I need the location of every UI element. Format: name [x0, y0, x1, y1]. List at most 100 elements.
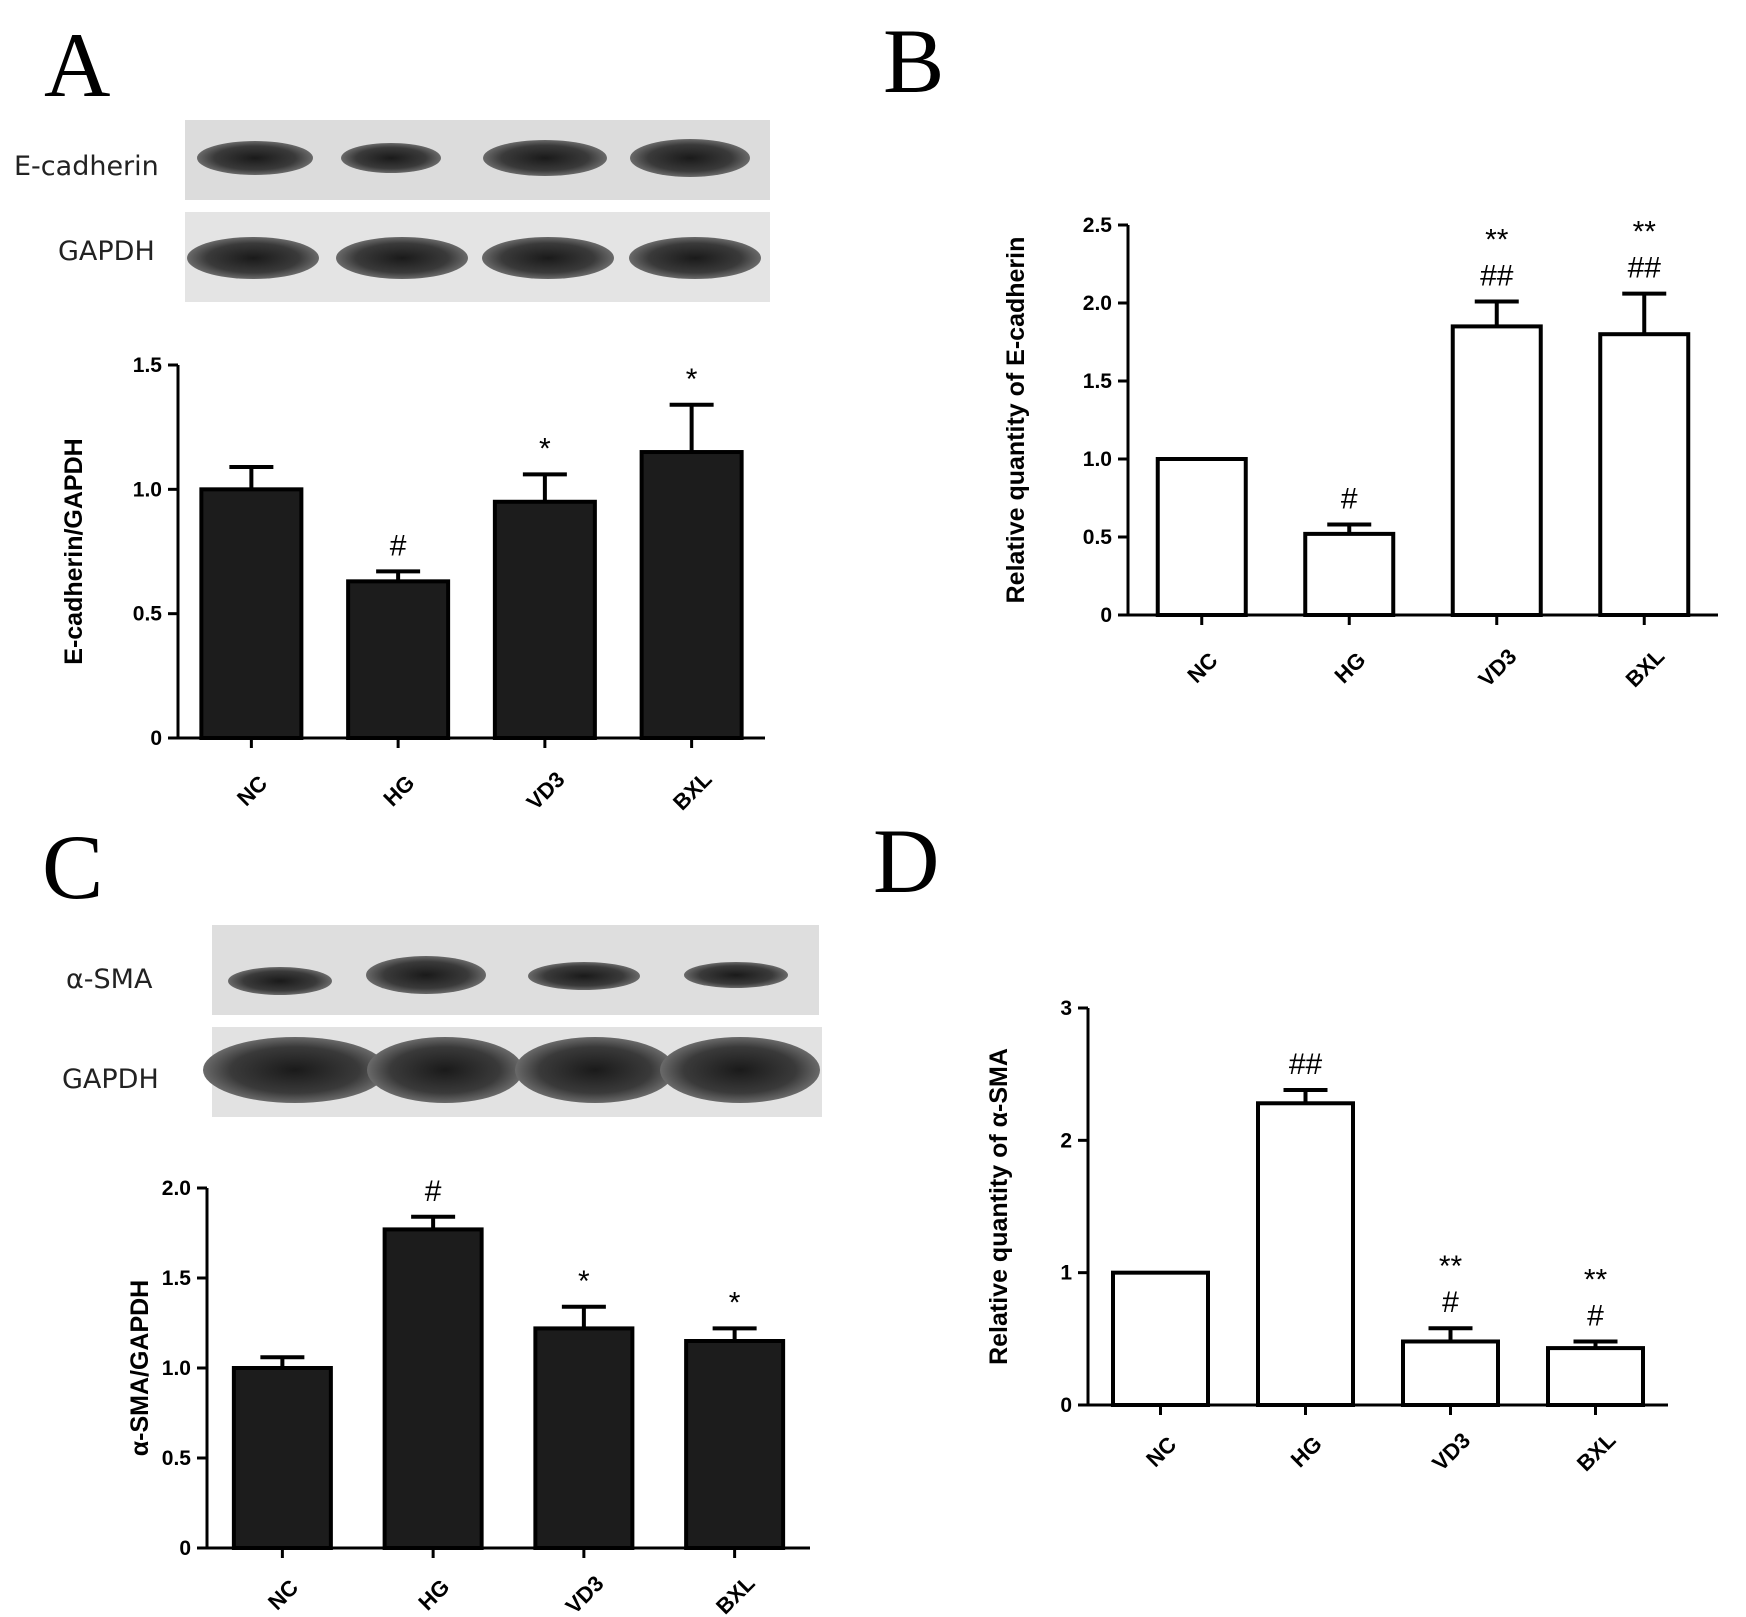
blot-label-e-cadherin: E-cadherin	[14, 151, 159, 182]
x-tick-label: HG	[413, 1574, 454, 1615]
significance-marker: **	[1439, 1250, 1463, 1283]
significance-marker: #	[390, 529, 407, 562]
y-tick-label: 1.5	[133, 354, 163, 377]
blot-band	[660, 1037, 820, 1103]
significance-marker: ##	[1289, 1048, 1323, 1081]
y-tick-label: 0	[179, 1537, 191, 1560]
x-tick-label: VD3	[522, 767, 570, 815]
bar-chart-b: 0 0.5 1.0 1.5 2.0 2.5 Relative quantity of E-c…	[1002, 214, 1718, 692]
y-tick-label: 0.5	[1083, 526, 1113, 549]
y-tick-label: 1	[1060, 1262, 1072, 1285]
significance-marker: #	[1341, 483, 1358, 516]
bar	[1155, 457, 1248, 617]
x-tick-label: BXL	[1621, 643, 1670, 692]
significance-marker: #	[1587, 1299, 1604, 1332]
blot-band	[228, 967, 332, 995]
bar	[199, 487, 304, 741]
x-tick-label: HG	[1329, 647, 1370, 688]
significance-marker: #	[1442, 1286, 1459, 1319]
significance-marker: ##	[1480, 259, 1514, 292]
bar	[684, 1339, 786, 1550]
bar	[639, 450, 744, 740]
blot-band	[187, 237, 319, 279]
y-tick-label: 1.0	[1083, 448, 1112, 471]
x-tick-label: NC	[1141, 1432, 1181, 1472]
bar-chart-c: 0 0.5 1.0 1.5 2.0 α-SMA/GAPDH NC HG # VD3 * BXL *	[126, 1175, 810, 1617]
x-tick-label: NC	[232, 771, 272, 811]
y-tick-label: 0.5	[133, 603, 163, 626]
bar	[1303, 531, 1396, 618]
x-tick-label: NC	[1182, 648, 1222, 688]
blot-band	[336, 237, 468, 279]
y-tick-label: 0	[1100, 604, 1112, 627]
significance-marker: *	[539, 432, 551, 465]
panel-letter-b: B	[883, 10, 944, 112]
y-tick-label: 2.5	[1083, 214, 1113, 237]
bar	[1546, 1346, 1645, 1408]
y-tick-label: 0	[150, 727, 162, 750]
bar-chart-a: 0 0.5 1.0 1.5 E-cadherin/GAPDH NC HG # VD3 * BXL *	[60, 354, 765, 815]
bar	[231, 1366, 333, 1550]
y-axis-label: E-cadherin/GAPDH	[60, 438, 88, 664]
y-axis-label: α-SMA/GAPDH	[126, 1280, 154, 1456]
significance-marker: *	[686, 363, 698, 396]
panel-letter-c: C	[42, 816, 103, 918]
blot-band	[482, 237, 614, 279]
x-tick-label: BXL	[668, 766, 717, 815]
blot-band	[515, 1037, 675, 1103]
x-tick-label: BXL	[711, 1570, 760, 1617]
blot-band	[341, 143, 441, 173]
y-tick-label: 0	[1060, 1394, 1072, 1417]
blot-band	[528, 962, 640, 990]
blot-band	[684, 962, 788, 988]
significance-marker: ##	[1628, 252, 1662, 285]
blot-band	[197, 141, 313, 175]
bar	[382, 1227, 484, 1551]
blot-label-gapdh-c: GAPDH	[62, 1064, 159, 1095]
blot-label-alpha-sma: α-SMA	[66, 964, 153, 995]
blot-band	[367, 1037, 523, 1103]
x-tick-label: VD3	[1427, 1428, 1475, 1476]
y-tick-label: 2	[1060, 1129, 1072, 1152]
western-blot-a: E-cadherin GAPDH	[14, 120, 770, 302]
significance-marker: *	[729, 1286, 741, 1319]
y-tick-label: 1.0	[133, 478, 162, 501]
bar	[1598, 332, 1691, 617]
panel-letter-a: A	[44, 14, 110, 116]
panel-letter-d: D	[873, 810, 939, 912]
significance-marker: **	[1633, 216, 1657, 249]
significance-marker: **	[1485, 223, 1509, 256]
x-tick-label: VD3	[561, 1571, 609, 1617]
y-axis-label: Relative quantity of α-SMA	[985, 1048, 1013, 1365]
blot-band	[366, 956, 486, 994]
blot-band	[203, 1037, 387, 1103]
y-tick-label: 1.5	[1083, 370, 1113, 393]
bar	[533, 1326, 635, 1551]
significance-marker: #	[425, 1175, 442, 1208]
blot-band	[630, 139, 750, 177]
bar	[1401, 1339, 1500, 1407]
x-tick-label: VD3	[1473, 644, 1521, 692]
bar	[492, 499, 597, 740]
blot-band	[629, 237, 761, 279]
x-tick-label: NC	[263, 1575, 303, 1615]
y-axis-label: Relative quantity of E-cadherin	[1002, 237, 1030, 604]
bar	[346, 579, 451, 741]
bar	[1256, 1101, 1355, 1408]
significance-marker: **	[1584, 1263, 1608, 1296]
blot-label-gapdh-a: GAPDH	[58, 236, 155, 267]
significance-marker: *	[578, 1265, 590, 1298]
y-tick-label: 2.0	[162, 1177, 191, 1200]
y-tick-label: 0.5	[162, 1447, 192, 1470]
blot-band	[483, 140, 607, 176]
y-tick-label: 1.0	[162, 1357, 191, 1380]
y-tick-label: 3	[1060, 997, 1072, 1020]
bar	[1111, 1270, 1210, 1407]
y-tick-label: 1.5	[162, 1267, 192, 1290]
western-blot-c: α-SMA GAPDH	[62, 925, 822, 1117]
bar	[1450, 324, 1543, 617]
x-tick-label: HG	[378, 770, 419, 811]
x-tick-label: BXL	[1572, 1427, 1621, 1476]
